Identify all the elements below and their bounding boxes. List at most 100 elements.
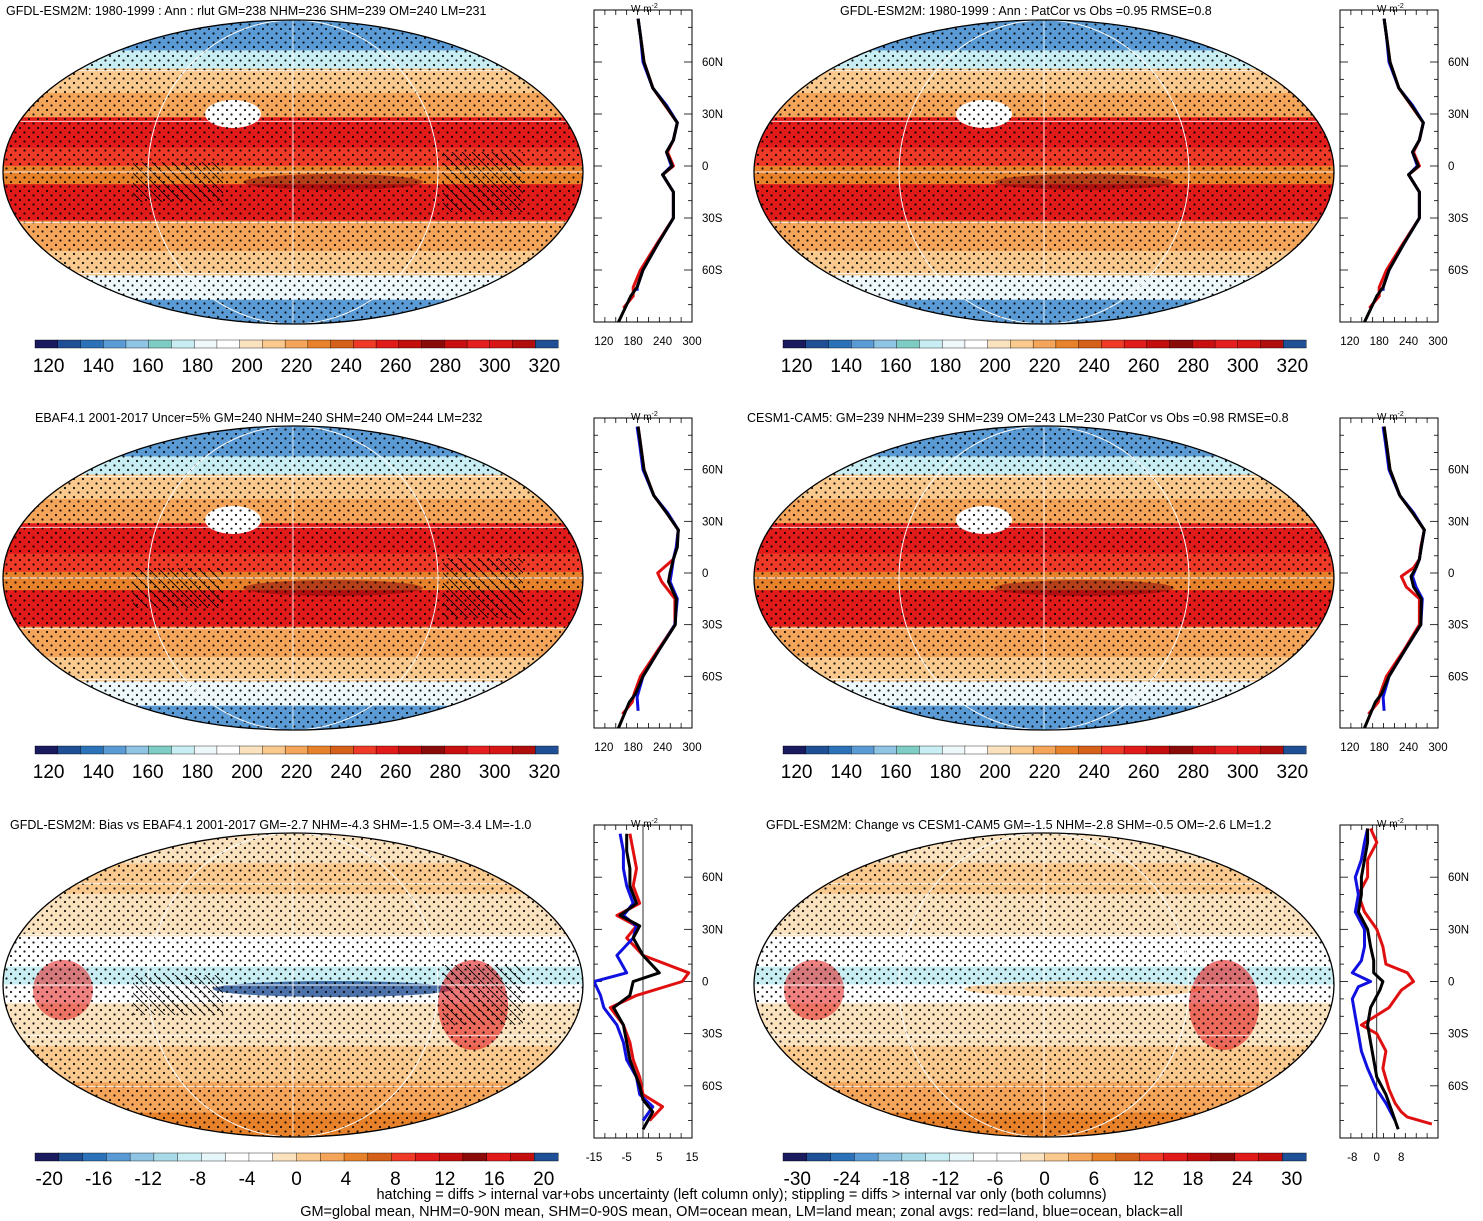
colorbar-swatch	[296, 1152, 321, 1162]
colorbar-tick-label: 180	[182, 356, 214, 377]
panel-title: EBAF4.1 2001-2017 Uncer=5% GM=240 NHM=24…	[35, 411, 483, 425]
colorbar-swatch	[1260, 745, 1284, 755]
colorbar-tick-label: -8	[189, 1169, 206, 1190]
zonal-lat-tick-label: 60S	[702, 1081, 723, 1093]
colorbar-swatch	[80, 339, 104, 349]
panel-3: CESM1-CAM5: GM=239 NHM=239 SHM=239 OM=24…	[747, 411, 1469, 783]
zonal-lat-tick-label: 60S	[1448, 265, 1469, 277]
colorbar-swatch	[148, 339, 172, 349]
colorbar-swatch	[964, 339, 989, 349]
colorbar-swatch	[466, 339, 491, 349]
colorbar-tick-label: 4	[341, 1169, 352, 1190]
colorbar-swatch	[1192, 339, 1216, 349]
colorbar-swatch	[873, 745, 898, 755]
colorbar-tick-label: 12	[1133, 1169, 1154, 1190]
colorbar-tick-label: 200	[231, 762, 263, 783]
colorbar-swatch	[1237, 339, 1262, 349]
colorbar-swatch	[486, 1152, 511, 1162]
zonal-lat-tick-label: 60S	[702, 671, 723, 683]
colorbar-swatch	[125, 339, 150, 349]
colorbar-swatch	[216, 745, 241, 755]
zonal-value-tick-label: 0	[1374, 1152, 1380, 1164]
colorbar-swatch	[353, 339, 377, 349]
colorbar-swatch	[782, 745, 807, 755]
zonal-value-tick-label: 15	[686, 1152, 699, 1164]
zonal-lat-tick-label: 0	[1448, 568, 1454, 580]
colorbar-swatch	[80, 745, 104, 755]
colorbar-swatch	[1169, 745, 1193, 755]
colorbar-swatch	[171, 745, 195, 755]
zonal-value-tick-label: 180	[1370, 336, 1389, 348]
zonal-lat-tick-label: 0	[702, 161, 708, 173]
zonal-value-tick-label: 120	[1340, 336, 1359, 348]
panel-1: GFDL-ESM2M: 1980-1999 : Ann : PatCor vs …	[753, 3, 1469, 377]
colorbar-tick-label: 140	[82, 762, 114, 783]
colorbar-swatch	[896, 745, 920, 755]
colorbar-swatch	[307, 339, 332, 349]
colorbar-swatch	[851, 745, 875, 755]
colorbar-swatch	[343, 1152, 369, 1162]
colorbar-tick-label: -18	[882, 1169, 909, 1190]
colorbar-swatch	[830, 1152, 855, 1162]
colorbar-swatch	[1146, 339, 1171, 349]
world-map	[2, 832, 584, 1138]
colorbar-swatch	[353, 745, 377, 755]
panel-5: GFDL-ESM2M: Change vs CESM1-CAM5 GM=-1.5…	[753, 818, 1469, 1190]
zonal-lat-tick-label: 30S	[1448, 1029, 1469, 1041]
colorbar-tick-label: 180	[182, 762, 214, 783]
zonal-lat-tick-label: 0	[1448, 161, 1454, 173]
colorbar-swatch	[262, 339, 286, 349]
zonal-value-tick-label: 240	[1399, 742, 1418, 754]
zonal-value-tick-label: 120	[594, 742, 613, 754]
zonal-unit-label: W m-2	[631, 411, 658, 423]
zonal-series-all	[617, 426, 680, 728]
zonal-value-tick-label: -15	[586, 1152, 603, 1164]
colorbar-swatch	[466, 745, 491, 755]
colorbar-swatch	[964, 745, 989, 755]
colorbar-swatch	[489, 339, 514, 349]
colorbar-swatch	[1020, 1152, 1046, 1162]
colorbar-swatch	[901, 1152, 927, 1162]
colorbar-swatch	[421, 339, 445, 349]
colorbar-tick-label: 6	[1089, 1169, 1100, 1190]
colorbar-swatch	[248, 1152, 274, 1162]
zonal-unit-label: W m-2	[1377, 818, 1404, 830]
zonal-value-tick-label: 120	[594, 336, 613, 348]
zonal-unit-label: W m-2	[1377, 411, 1404, 423]
colorbar-swatch	[201, 1152, 226, 1162]
colorbar-swatch	[941, 339, 966, 349]
colorbar-tick-label: 300	[1227, 762, 1259, 783]
zonal-value-tick-label: 180	[624, 336, 643, 348]
colorbar-tick-label: 240	[330, 762, 362, 783]
panel-title: GFDL-ESM2M: Change vs CESM1-CAM5 GM=-1.5…	[766, 818, 1271, 832]
colorbar-swatch	[1032, 339, 1057, 349]
colorbar-swatch	[941, 745, 966, 755]
colorbar-swatch	[284, 339, 309, 349]
zonal-value-tick-label: 180	[1370, 742, 1389, 754]
zonal-series-all	[1363, 18, 1425, 322]
colorbar-swatch	[512, 745, 536, 755]
colorbar-swatch	[239, 339, 263, 349]
colorbar-tick-label: 260	[1128, 762, 1160, 783]
colorbar: 120 140 160 180 200 220 240 260 280 300 320	[33, 745, 560, 783]
colorbar-swatch	[1055, 339, 1080, 349]
zonal-lat-tick-label: 30N	[702, 109, 723, 121]
colorbar-swatch	[148, 745, 172, 755]
colorbar-tick-label: 160	[132, 762, 164, 783]
colorbar-tick-label: 180	[930, 356, 962, 377]
colorbar-swatch	[1283, 745, 1307, 755]
colorbar-tick-label: 300	[1227, 356, 1259, 377]
zonal-lat-tick-label: 30N	[1448, 109, 1469, 121]
colorbar-swatch	[1258, 1152, 1283, 1162]
colorbar-tick-label: 18	[1182, 1169, 1203, 1190]
zonal-value-tick-label: 300	[682, 336, 701, 348]
colorbar-swatch	[896, 339, 920, 349]
zonal-value-tick-label: 240	[1399, 336, 1418, 348]
colorbar-swatch	[103, 339, 127, 349]
colorbar-tick-label: -12	[932, 1169, 959, 1190]
zonal-value-tick-label: -5	[622, 1152, 632, 1164]
zonal-series-all	[617, 18, 679, 322]
zonal-lat-tick-label: 60N	[1448, 57, 1469, 69]
colorbar-swatch	[972, 1152, 998, 1162]
